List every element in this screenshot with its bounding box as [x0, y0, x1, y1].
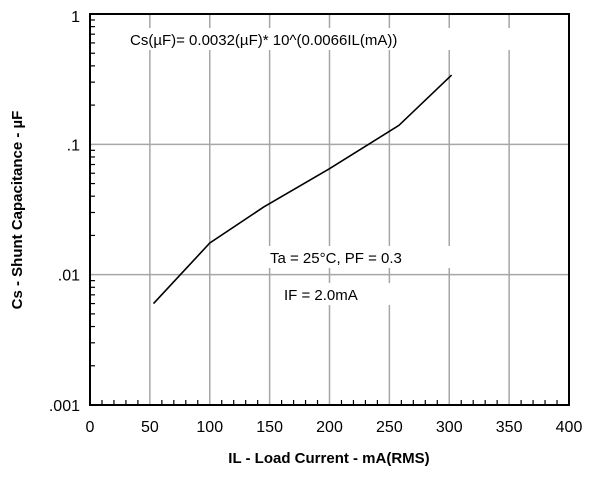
- y-tick-label: .1: [67, 137, 80, 154]
- minor-ticks: [90, 19, 558, 405]
- series-layer: [152, 74, 453, 305]
- x-tick-label: 400: [556, 419, 583, 436]
- x-tick-label: 350: [496, 419, 523, 436]
- x-axis-label: IL - Load Current - mA(RMS): [228, 450, 429, 467]
- series-line: [152, 74, 453, 305]
- if-bg: [282, 283, 394, 305]
- x-tick-label: 250: [376, 419, 403, 436]
- conditions-annotation: Ta = 25°C, PF = 0.3: [270, 250, 402, 267]
- y-tick-labels: 1 .1 .01 .001: [49, 9, 80, 415]
- x-tick-label: 100: [196, 419, 223, 436]
- if-annotation: IF = 2.0mA: [284, 287, 358, 304]
- x-tick-label: 200: [316, 419, 343, 436]
- grid: [90, 14, 569, 405]
- y-tick-label: .01: [58, 268, 80, 285]
- plot-frame: [89, 13, 570, 406]
- y-axis-label: Cs - Shunt Capacitance - µF: [9, 111, 26, 310]
- y-tick-label: 1: [71, 9, 80, 26]
- x-tick-label: 300: [436, 419, 463, 436]
- x-tick-label: 50: [141, 419, 159, 436]
- x-tick-label: 0: [86, 419, 95, 436]
- equation-annotation: Cs(µF)= 0.0032(µF)* 10^(0.0066IL(mA)): [130, 32, 397, 49]
- equation-bg: [128, 28, 514, 50]
- x-tick-label: 150: [256, 419, 283, 436]
- x-tick-labels: 0 50 100 150 200 250 300 350 400: [86, 419, 583, 436]
- y-tick-label: .001: [49, 398, 80, 415]
- conditions-bg: [264, 246, 454, 268]
